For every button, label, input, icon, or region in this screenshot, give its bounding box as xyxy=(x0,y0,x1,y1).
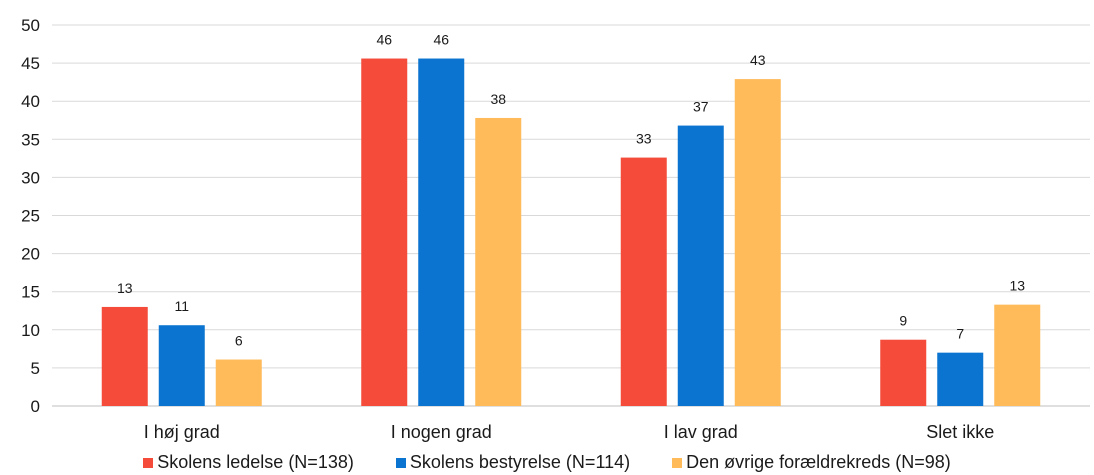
bar xyxy=(937,352,984,406)
legend-swatch-red xyxy=(143,457,154,468)
category-label: I høj grad xyxy=(144,422,220,442)
data-label: 6 xyxy=(235,333,243,349)
gridlines xyxy=(52,24,1090,407)
bars xyxy=(101,58,1041,407)
category-label: Slet ikke xyxy=(926,422,994,442)
bar xyxy=(101,306,148,406)
bar xyxy=(880,339,927,406)
y-tick-label: 10 xyxy=(21,321,40,340)
y-tick-label: 35 xyxy=(21,130,40,149)
legend-item-foraeldrekreds: Den øvrige forældrekreds (N=98) xyxy=(672,452,951,473)
data-label: 46 xyxy=(433,32,449,48)
x-axis: I høj grad I nogen grad I lav grad Slet ikk… xyxy=(144,422,995,442)
data-label: 7 xyxy=(956,326,964,342)
data-label: 13 xyxy=(117,280,133,296)
y-tick-label: 0 xyxy=(31,397,40,416)
legend-swatch-blue xyxy=(395,457,406,468)
bar xyxy=(215,359,262,406)
y-axis: 0 5 10 15 20 25 30 35 40 45 50 xyxy=(21,16,40,416)
bar xyxy=(418,58,465,406)
y-tick-label: 15 xyxy=(21,283,40,302)
category-label: I nogen grad xyxy=(391,422,492,442)
legend-swatch-orange xyxy=(672,457,683,468)
data-label: 43 xyxy=(750,52,766,68)
y-tick-label: 20 xyxy=(21,245,40,264)
y-tick-label: 50 xyxy=(21,16,40,35)
data-label: 38 xyxy=(490,91,506,107)
data-label: 11 xyxy=(174,298,189,314)
y-tick-label: 30 xyxy=(21,168,40,187)
bar xyxy=(475,117,522,407)
bar xyxy=(734,79,781,407)
y-tick-label: 40 xyxy=(21,92,40,111)
bar xyxy=(994,304,1041,406)
data-label: 37 xyxy=(693,99,709,115)
data-labels: 13 11 6 46 46 38 33 37 43 9 7 13 xyxy=(117,32,1025,349)
legend-item-skolens-ledelse: Skolens ledelse (N=138) xyxy=(143,452,354,473)
bar xyxy=(677,125,724,407)
category-label: I lav grad xyxy=(664,422,738,442)
data-label: 13 xyxy=(1009,278,1025,294)
y-tick-label: 5 xyxy=(31,359,40,378)
bar xyxy=(620,157,667,406)
bar xyxy=(361,58,408,406)
legend-label: Skolens ledelse (N=138) xyxy=(157,452,354,472)
data-label: 33 xyxy=(636,131,652,147)
y-tick-label: 45 xyxy=(21,54,40,73)
legend-label: Den øvrige forældrekreds (N=98) xyxy=(686,452,951,472)
legend-item-skolens-bestyrelse: Skolens bestyrelse (N=114) xyxy=(395,452,631,473)
legend: Skolens ledelse (N=138) Skolens bestyrel… xyxy=(0,452,1094,473)
bar-chart: 0 5 10 15 20 25 30 35 40 45 50 13 11 6 46 46 38 33 37 43 9 7… xyxy=(21,16,1090,442)
bar xyxy=(158,325,205,406)
y-tick-label: 25 xyxy=(21,207,40,226)
legend-label: Skolens bestyrelse (N=114) xyxy=(409,452,631,472)
data-label: 46 xyxy=(376,32,392,48)
data-label: 9 xyxy=(899,313,907,329)
